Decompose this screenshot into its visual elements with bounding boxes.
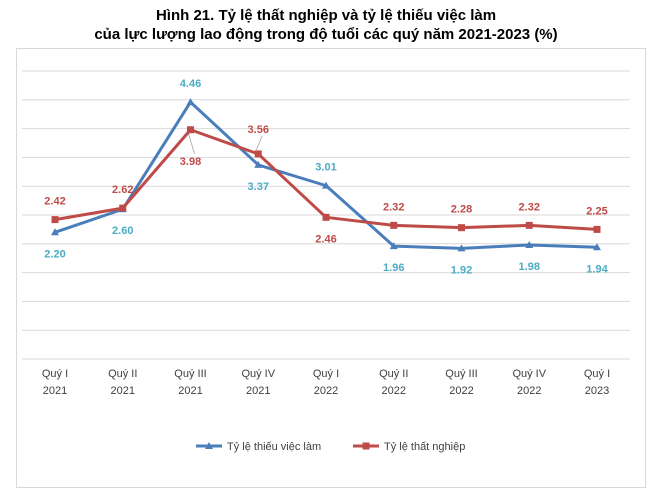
x-axis-tick-labels: Quý I 2021 Quý II 2021 Quý III 2021 Quý IV 2021… bbox=[42, 368, 610, 397]
legend: Tỷ lệ thiếu việc làm Tỷ lệ thất nghiệp bbox=[196, 441, 465, 453]
data-label-s0-2: 4.46 bbox=[180, 78, 201, 90]
marker-s1-5 bbox=[390, 221, 398, 229]
legend-marker-1 bbox=[362, 442, 370, 450]
chart-title-line-1: Hình 21. Tỷ lệ thất nghiệp và tỷ lệ thiế… bbox=[155, 7, 497, 24]
x-tick-label-7: Quý IV 2022 bbox=[512, 368, 546, 397]
label-leader-lines bbox=[188, 133, 263, 154]
chart-title-line-2: của lực lượng lao động trong độ tuổi các… bbox=[94, 26, 558, 43]
data-label-s1-2: 3.98 bbox=[180, 156, 201, 168]
series-lines bbox=[54, 100, 598, 250]
data-label-s0-8: 1.94 bbox=[586, 263, 608, 275]
data-label-s0-3: 3.37 bbox=[248, 181, 269, 193]
marker-s1-3 bbox=[254, 150, 262, 158]
marker-s1-7 bbox=[525, 221, 533, 229]
data-label-s0-5: 1.96 bbox=[383, 262, 404, 274]
leader-line-s1-2 bbox=[188, 133, 195, 154]
data-label-s1-1: 2.62 bbox=[112, 184, 133, 196]
data-label-s1-8: 2.25 bbox=[586, 205, 607, 217]
legend-label-0: Tỷ lệ thiếu việc làm bbox=[227, 441, 321, 453]
data-label-s0-0: 2.20 bbox=[44, 248, 65, 260]
marker-s1-4 bbox=[322, 213, 330, 221]
data-label-s1-5: 2.32 bbox=[383, 201, 404, 213]
x-tick-label-2: Quý III 2021 bbox=[174, 368, 206, 397]
x-tick-label-8: Quý I 2023 bbox=[584, 368, 610, 397]
marker-s1-0 bbox=[51, 216, 59, 224]
data-label-s1-4: 2.46 bbox=[315, 233, 336, 245]
x-tick-label-4: Quý I 2022 bbox=[313, 368, 339, 397]
leader-line-s1-3 bbox=[255, 135, 263, 151]
marker-s0-4 bbox=[322, 181, 330, 189]
x-tick-label-5: Quý II 2022 bbox=[379, 368, 408, 397]
x-tick-label-6: Quý III 2022 bbox=[445, 368, 477, 397]
data-label-s0-6: 1.92 bbox=[451, 264, 472, 276]
x-tick-label-1: Quý II 2021 bbox=[108, 368, 137, 397]
marker-s0-5 bbox=[389, 242, 398, 250]
data-label-s1-3: 3.56 bbox=[248, 124, 269, 136]
data-label-s1-7: 2.32 bbox=[519, 201, 540, 213]
marker-s1-8 bbox=[593, 225, 601, 233]
marker-s1-2 bbox=[187, 126, 194, 134]
chart-frame bbox=[16, 48, 646, 488]
data-label-s0-7: 1.98 bbox=[519, 261, 540, 273]
x-tick-label-0: Quý I 2021 bbox=[42, 368, 68, 397]
marker-s0-3 bbox=[254, 160, 263, 168]
series-markers bbox=[51, 98, 601, 252]
data-labels: 2.20 2.60 4.46 3.37 3.01 1.96 1.92 1.98 1.94 2.42… bbox=[44, 78, 608, 276]
marker-s0-6 bbox=[457, 244, 466, 252]
marker-s0-8 bbox=[593, 243, 601, 251]
data-label-s0-4: 3.01 bbox=[315, 162, 336, 174]
chart-title: Hình 21. Tỷ lệ thất nghiệp và tỷ lệ thiế… bbox=[0, 6, 652, 44]
marker-s1-1 bbox=[119, 204, 127, 212]
data-label-s1-6: 2.28 bbox=[451, 204, 472, 216]
data-label-s0-1: 2.60 bbox=[112, 225, 133, 237]
marker-s0-2 bbox=[186, 98, 195, 106]
data-label-s1-0: 2.42 bbox=[44, 196, 65, 208]
marker-s0-0 bbox=[51, 228, 59, 236]
marker-s0-7 bbox=[525, 240, 534, 248]
legend-label-1: Tỷ lệ thất nghiệp bbox=[384, 441, 465, 453]
legend-marker-0 bbox=[205, 442, 213, 449]
x-tick-label-3: Quý IV 2021 bbox=[241, 368, 275, 397]
marker-s1-6 bbox=[458, 224, 465, 232]
